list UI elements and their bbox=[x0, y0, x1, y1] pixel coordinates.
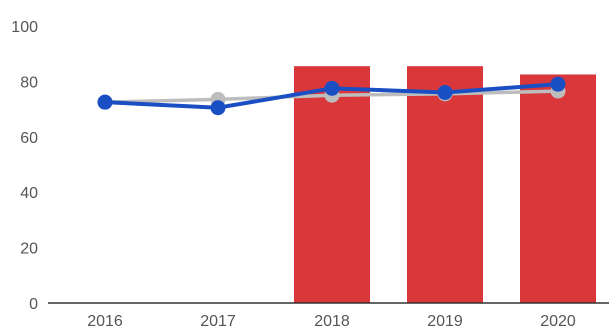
x-axis-tick-labels: 2016 2017 2018 2019 2020 bbox=[87, 313, 576, 329]
y-axis-tick-labels: 0 20 40 60 80 100 bbox=[11, 19, 38, 313]
data-point bbox=[97, 94, 113, 110]
data-point bbox=[324, 80, 340, 96]
x-tick-label: 2019 bbox=[427, 313, 463, 329]
bar bbox=[294, 66, 370, 303]
y-tick-label: 80 bbox=[20, 74, 38, 91]
line-series-group bbox=[97, 76, 566, 116]
y-tick-label: 100 bbox=[11, 19, 38, 36]
x-tick-label: 2020 bbox=[540, 313, 576, 329]
bar-series bbox=[294, 66, 596, 303]
y-tick-label: 0 bbox=[29, 296, 38, 313]
y-tick-label: 20 bbox=[20, 241, 38, 258]
bar bbox=[520, 74, 596, 303]
x-tick-label: 2016 bbox=[87, 313, 123, 329]
data-point bbox=[437, 84, 453, 100]
x-tick-label: 2018 bbox=[314, 313, 350, 329]
y-tick-label: 60 bbox=[20, 130, 38, 147]
bar bbox=[407, 66, 483, 303]
data-point bbox=[550, 76, 566, 92]
x-tick-label: 2017 bbox=[200, 313, 236, 329]
line-series bbox=[97, 76, 566, 116]
data-point bbox=[210, 100, 226, 116]
y-tick-label: 40 bbox=[20, 185, 38, 202]
